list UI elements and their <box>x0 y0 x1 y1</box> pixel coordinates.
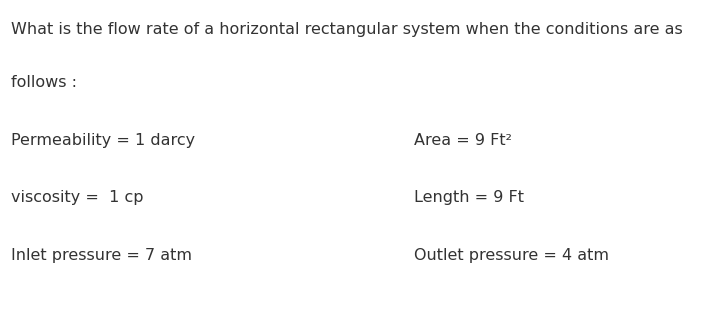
Text: viscosity =  1 cp: viscosity = 1 cp <box>11 190 143 205</box>
Text: Permeability = 1 darcy: Permeability = 1 darcy <box>11 133 195 148</box>
Text: follows :: follows : <box>11 75 77 90</box>
Text: Length = 9 Ft: Length = 9 Ft <box>414 190 524 205</box>
Text: Area = 9 Ft²: Area = 9 Ft² <box>414 133 512 148</box>
Text: What is the flow rate of a horizontal rectangular system when the conditions are: What is the flow rate of a horizontal re… <box>11 22 683 37</box>
Text: Outlet pressure = 4 atm: Outlet pressure = 4 atm <box>414 248 609 263</box>
Text: Inlet pressure = 7 atm: Inlet pressure = 7 atm <box>11 248 192 263</box>
